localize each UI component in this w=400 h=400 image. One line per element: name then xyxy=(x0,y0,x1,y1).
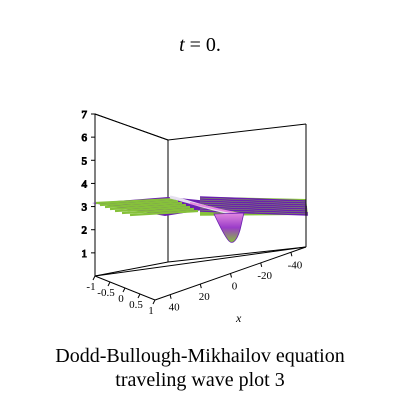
y-tick xyxy=(137,293,141,299)
z-tick-label: 3 xyxy=(82,202,88,214)
x-tick xyxy=(230,273,232,278)
z-axis: 1 2 3 4 5 6 7 xyxy=(81,109,95,260)
x-tick-label: -40 xyxy=(288,259,303,271)
x-tick xyxy=(169,294,172,299)
surface-plane xyxy=(92,195,309,243)
z-tick-label: 5 xyxy=(82,155,88,167)
x-tick-label: -20 xyxy=(257,270,272,282)
box-front-edges xyxy=(94,113,307,301)
caption-line-2: traveling wave plot 3 xyxy=(115,369,285,391)
y-tick-label: 0.5 xyxy=(129,299,143,311)
y-tick xyxy=(152,299,156,305)
time-variable: t xyxy=(179,34,185,56)
x-axis: 40 20 0 -20 -40 xyxy=(169,252,303,314)
x-tick-label: 0 xyxy=(232,281,238,293)
time-operator: = xyxy=(184,34,206,56)
y-tick xyxy=(92,275,96,281)
y-tick-label: -1 xyxy=(86,281,95,293)
y-tick-label: 1 xyxy=(148,305,154,317)
plot-time-label: t = 0. xyxy=(0,34,400,57)
plot-caption: Dodd-Bullough-Mikhailov equation traveli… xyxy=(0,344,400,392)
z-tick-label: 2 xyxy=(82,225,88,237)
z-tick-label: 7 xyxy=(82,109,88,121)
y-tick xyxy=(122,287,126,293)
caption-line-1: Dodd-Bullough-Mikhailov equation xyxy=(55,345,345,367)
y-axis: -1 -0.5 0 0.5 1 xyxy=(86,275,156,317)
surface-left-stripes xyxy=(95,197,199,217)
x-axis-title: x xyxy=(235,311,242,325)
y-tick xyxy=(107,281,111,287)
z-tick-label: 1 xyxy=(82,248,88,260)
z-tick-label: 6 xyxy=(82,132,88,144)
y-tick-label: -0.5 xyxy=(97,287,115,299)
time-value: 0. xyxy=(205,34,221,56)
y-tick-label: 0 xyxy=(118,293,124,305)
x-tick-label: 20 xyxy=(199,291,211,303)
x-tick-label: 40 xyxy=(169,302,181,314)
x-tick xyxy=(260,262,263,268)
surface-right-stripes xyxy=(200,196,309,216)
surface-dip xyxy=(213,212,245,243)
x-tick xyxy=(290,252,293,257)
z-tick-label: 4 xyxy=(82,178,88,190)
x-tick xyxy=(199,283,202,289)
